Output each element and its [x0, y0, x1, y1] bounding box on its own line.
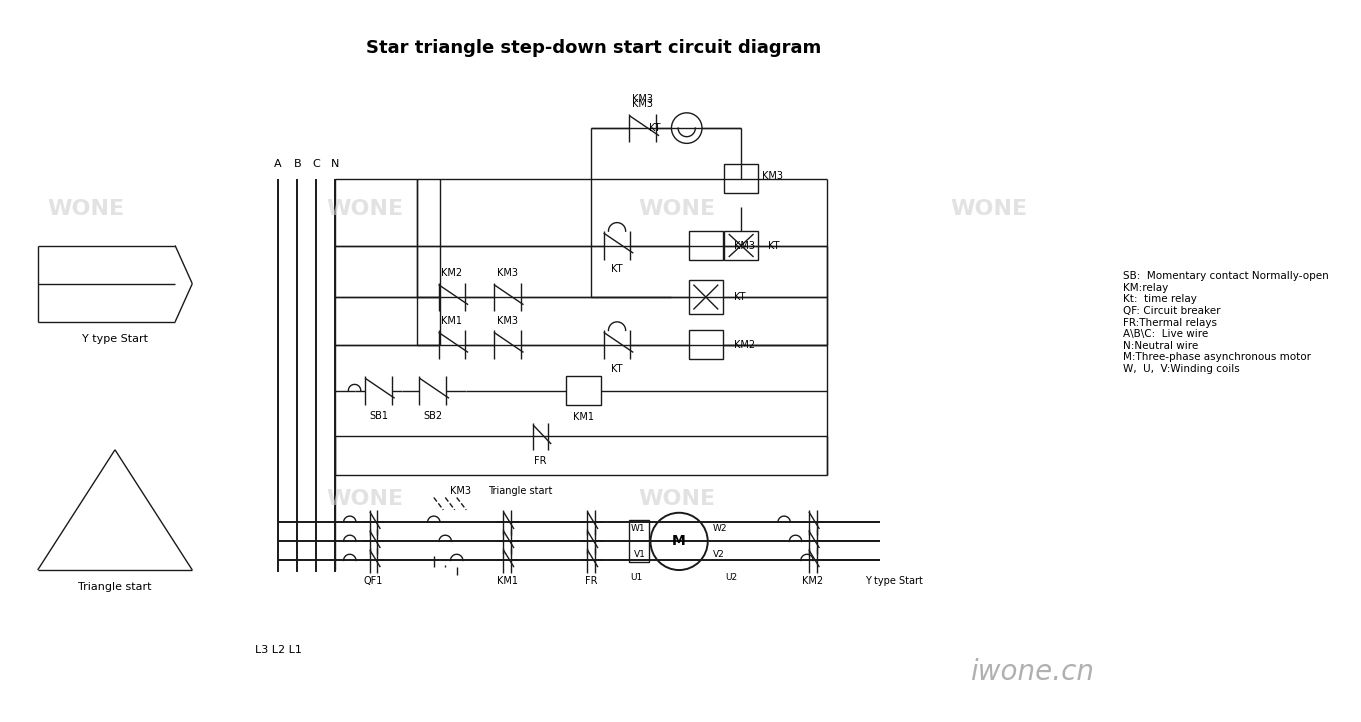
Text: KM1: KM1	[441, 316, 463, 326]
Text: M: M	[672, 534, 686, 549]
Text: KM2: KM2	[735, 340, 755, 349]
Text: WONE: WONE	[48, 199, 124, 219]
Text: WONE: WONE	[327, 199, 404, 219]
Text: W1: W1	[632, 523, 645, 533]
Text: FR: FR	[585, 576, 597, 586]
Text: KM2: KM2	[441, 268, 463, 278]
Bar	[724, 165, 758, 193]
Text: KT: KT	[648, 123, 660, 133]
Text: SB2: SB2	[423, 412, 442, 422]
Circle shape	[651, 513, 708, 570]
Circle shape	[671, 113, 702, 144]
Text: KM3: KM3	[633, 99, 653, 109]
Text: WONE: WONE	[950, 199, 1028, 219]
Text: U2: U2	[725, 573, 738, 582]
Bar	[566, 376, 600, 405]
Text: W2: W2	[713, 523, 727, 533]
Bar	[689, 280, 723, 314]
Text: KM1: KM1	[573, 412, 595, 422]
Text: FR: FR	[535, 456, 547, 466]
Text: KT: KT	[735, 292, 746, 302]
Text: L3 L2 L1: L3 L2 L1	[255, 645, 302, 656]
Text: WONE: WONE	[638, 199, 716, 219]
Text: U1: U1	[630, 573, 642, 582]
Text: KM1: KM1	[497, 576, 517, 586]
Text: iwone.cn: iwone.cn	[970, 658, 1094, 686]
Text: KT: KT	[768, 240, 780, 251]
Text: Triangle start: Triangle start	[489, 486, 553, 496]
Bar	[689, 331, 723, 359]
Text: KM3: KM3	[762, 171, 783, 180]
Text: KM3: KM3	[497, 316, 517, 326]
Text: A: A	[275, 160, 282, 170]
Text: SB1: SB1	[369, 412, 388, 422]
Text: WONE: WONE	[638, 489, 716, 509]
Bar	[689, 231, 723, 260]
Text: KT: KT	[611, 364, 623, 374]
Text: WONE: WONE	[327, 489, 404, 509]
Text: KM3: KM3	[497, 268, 517, 278]
Text: Y type Start: Y type Start	[82, 334, 148, 344]
Text: B: B	[294, 160, 301, 170]
Text: N: N	[331, 160, 340, 170]
Text: Y type Start: Y type Start	[866, 576, 923, 586]
Text: KM3: KM3	[450, 486, 471, 496]
Text: QF1: QF1	[363, 576, 384, 586]
Text: V1: V1	[634, 550, 645, 560]
Text: SB:  Momentary contact Normally-open
KM:relay
Kt:  time relay
QF: Circuit breake: SB: Momentary contact Normally-open KM:r…	[1123, 271, 1328, 374]
Bar	[629, 521, 649, 562]
Text: KM2: KM2	[802, 576, 823, 586]
Text: KT: KT	[611, 264, 623, 274]
Text: Star triangle step-down start circuit diagram: Star triangle step-down start circuit di…	[366, 39, 821, 57]
Text: KM3: KM3	[633, 95, 653, 105]
Bar	[724, 231, 758, 260]
Text: Triangle start: Triangle start	[78, 582, 151, 592]
Text: V2: V2	[713, 550, 724, 560]
Text: KM3: KM3	[735, 240, 755, 251]
Text: C: C	[313, 160, 320, 170]
